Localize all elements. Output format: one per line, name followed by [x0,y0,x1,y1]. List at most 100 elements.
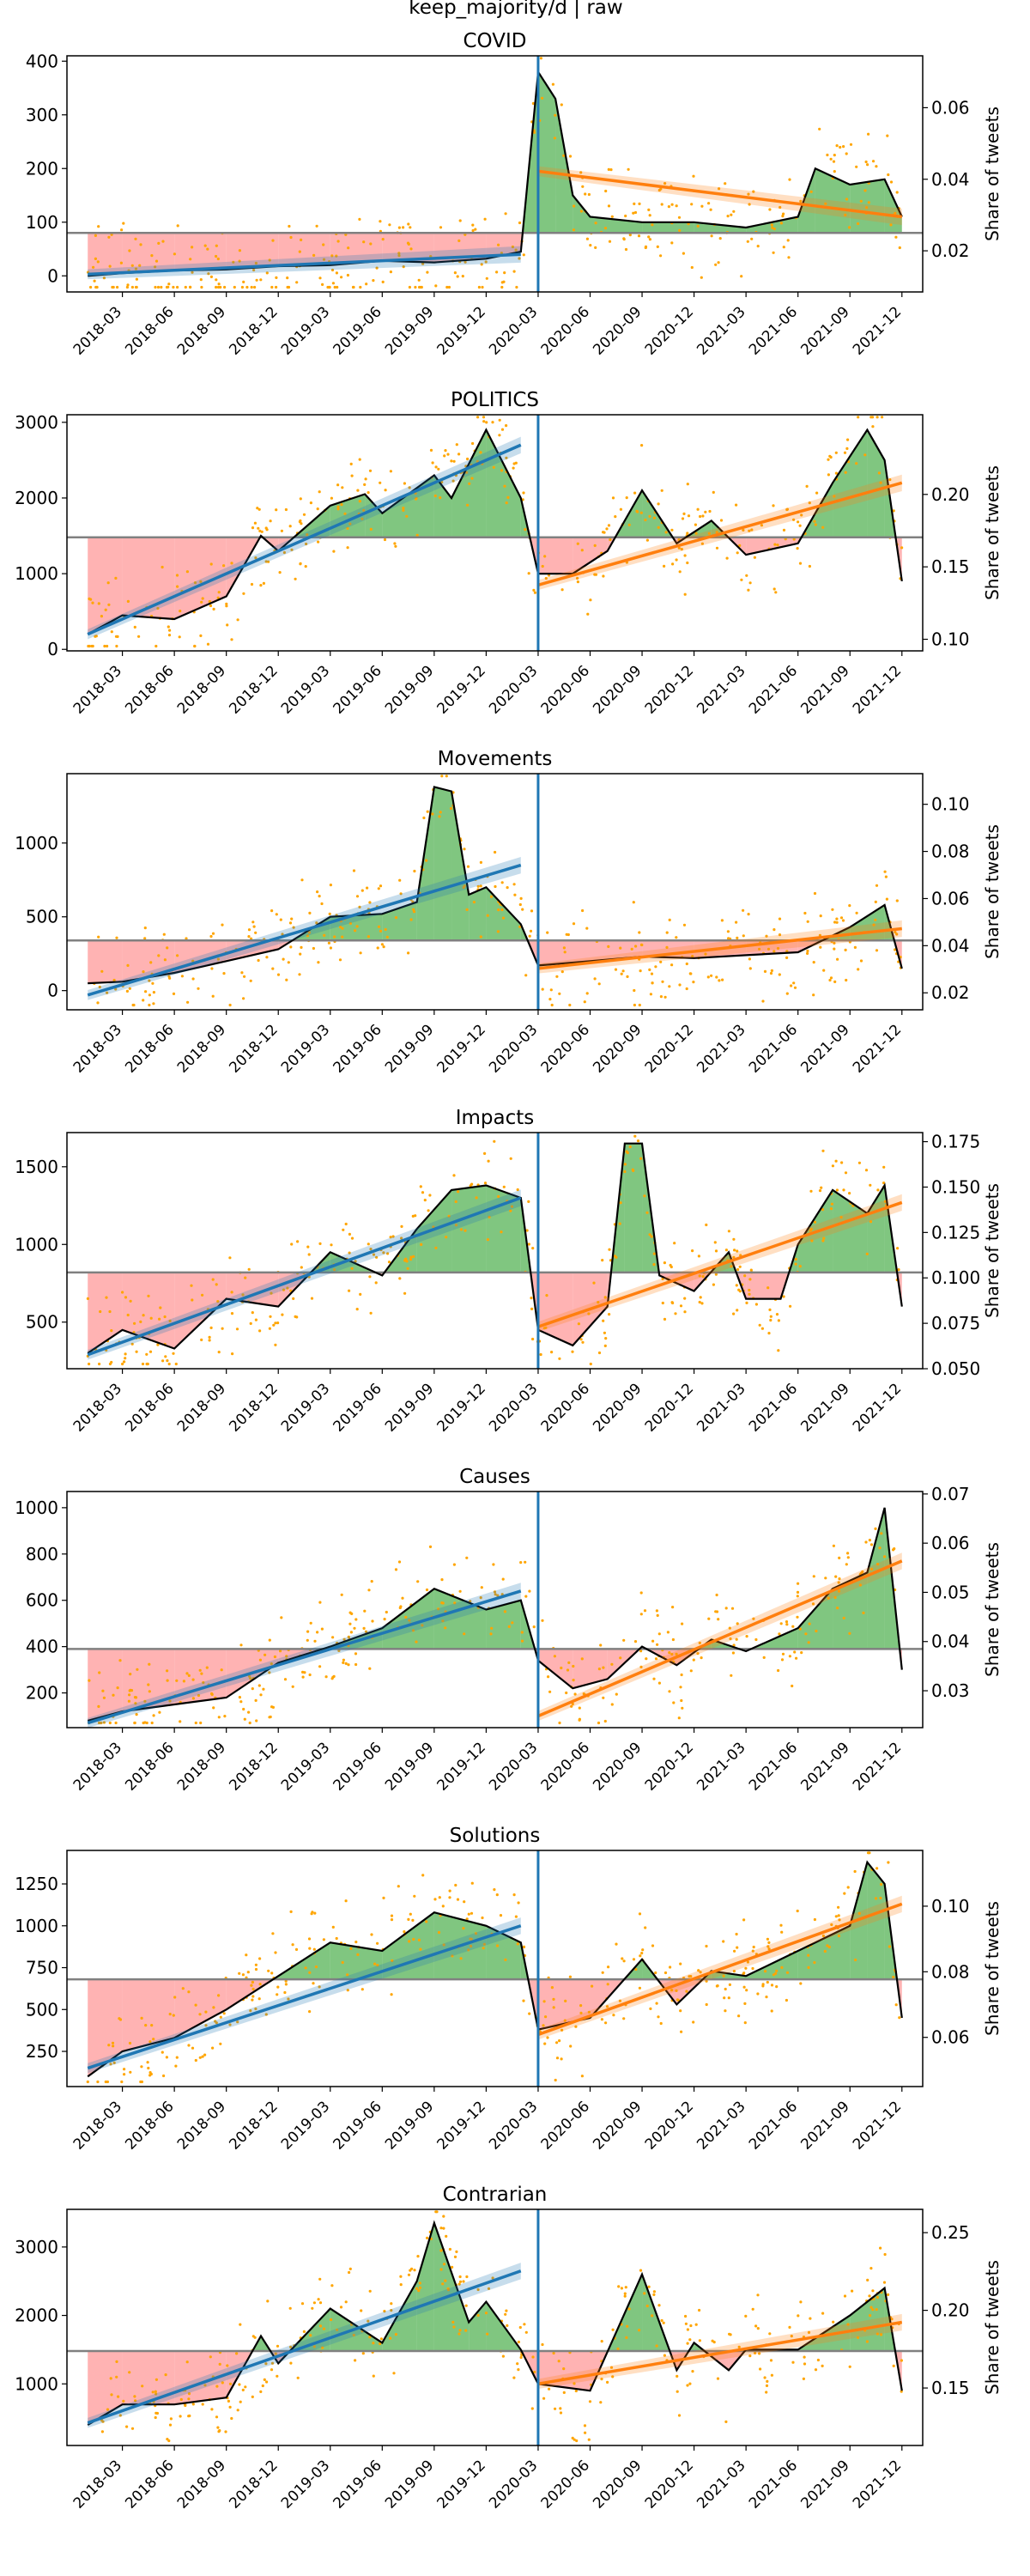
scatter-point [149,961,153,964]
scatter-point [421,1874,425,1877]
scatter-point [558,2039,561,2043]
scatter-point [306,1245,310,1249]
scatter-point [522,1945,526,1948]
scatter-point [842,145,845,149]
x-tick-label: 2019-06 [330,2098,385,2153]
scatter-point [668,1690,671,1693]
scatter-point [634,1967,638,1971]
scatter-point [112,978,116,982]
trend-band-pre [88,2263,521,2428]
scatter-point [610,1703,614,1706]
scatter-point [461,275,464,278]
scatter-point [470,1881,474,1885]
scatter-point [232,260,235,264]
scatter-point [173,1996,177,1999]
scatter-point [503,484,506,488]
scatter-point [331,1675,335,1679]
scatter-point [276,973,281,976]
scatter-point [712,1283,716,1286]
scatter-point [367,935,370,939]
scatter-point [657,2015,660,2019]
scatter-point [845,1563,848,1566]
scatter-point [603,227,608,230]
scatter-point [880,1882,883,1886]
scatter-point [249,1321,252,1325]
y-axis-right-label: Share of tweets [982,824,1003,959]
scatter-point [867,132,870,136]
area-below-baseline [174,1649,227,1705]
scatter-point [559,2411,563,2415]
scatter-point [328,912,331,915]
scatter-point [480,263,483,266]
scatter-point [674,1312,677,1315]
scatter-point [330,2284,334,2287]
scatter-point [400,1236,403,1240]
scatter-point [374,1281,378,1285]
scatter-point [882,1165,886,1169]
scatter-point [176,585,179,588]
scatter-point [398,1277,402,1280]
scatter-point [779,205,782,210]
scatter-point [447,1214,451,1218]
scatter-point [208,1339,211,1342]
scatter-point [409,1912,412,1916]
scatter-point [172,992,176,995]
y-tick-label: 3000 [15,2237,58,2257]
smoothed-line [88,786,903,985]
scatter-point [517,2340,521,2344]
scatter-point [95,285,99,289]
scatter-point [375,1255,379,1259]
scatter-point [203,244,207,247]
scatter-point [249,1677,252,1680]
scatter-point [216,285,221,289]
scatter-point [276,1985,280,1989]
scatter-point [136,1668,139,1671]
scatter-point [717,261,720,264]
area-above-baseline [433,1589,487,1649]
scatter-point [565,1691,568,1695]
scatter-point [602,1666,605,1669]
scatter-point [364,1630,368,1633]
scatter-point [677,216,682,219]
scatter-point [698,2308,701,2312]
scatter-point [602,1319,605,1322]
scatter-point [359,1292,362,1296]
scatter-point [888,1945,891,1948]
scatter-point [150,2024,154,2027]
scatter-point [428,1545,433,1548]
scatter-point [760,1327,765,1330]
scatter-point [821,1208,825,1212]
scatter-point [748,1278,752,1281]
scatter-point [278,1649,282,1653]
scatter-point [608,1313,611,1316]
x-tick-label: 2020-06 [538,1739,593,1794]
scatter-point [412,908,415,911]
scatter-point [348,921,352,925]
scatter-point [368,1275,372,1279]
scatter-point [814,523,817,526]
scatter-point [864,1169,869,1172]
scatter-point [881,416,884,419]
x-tick-label: 2021-09 [797,1739,852,1794]
scatter-point [869,2306,873,2309]
scatter-point [356,489,360,492]
scatter-point [716,2377,720,2380]
scatter-point [191,1678,195,1681]
scatter-point [124,1296,128,1299]
y-tick-right-label: 0.25 [931,2222,970,2243]
scatter-point [242,1707,245,1711]
scatter-point [828,978,832,982]
scatter-point [738,1265,742,1268]
scatter-point [660,489,663,492]
scatter-point [174,1362,178,1366]
scatter-point [545,1294,548,1297]
scatter-point [336,483,340,487]
scatter-point [675,204,678,208]
scatter-point [689,1975,693,1978]
scatter-point [777,1668,780,1673]
scatter-point [876,416,879,419]
scatter-point [766,1937,770,1941]
scatter-point [785,1620,789,1624]
scatter-point [496,930,500,933]
scatter-point [568,1003,572,1007]
